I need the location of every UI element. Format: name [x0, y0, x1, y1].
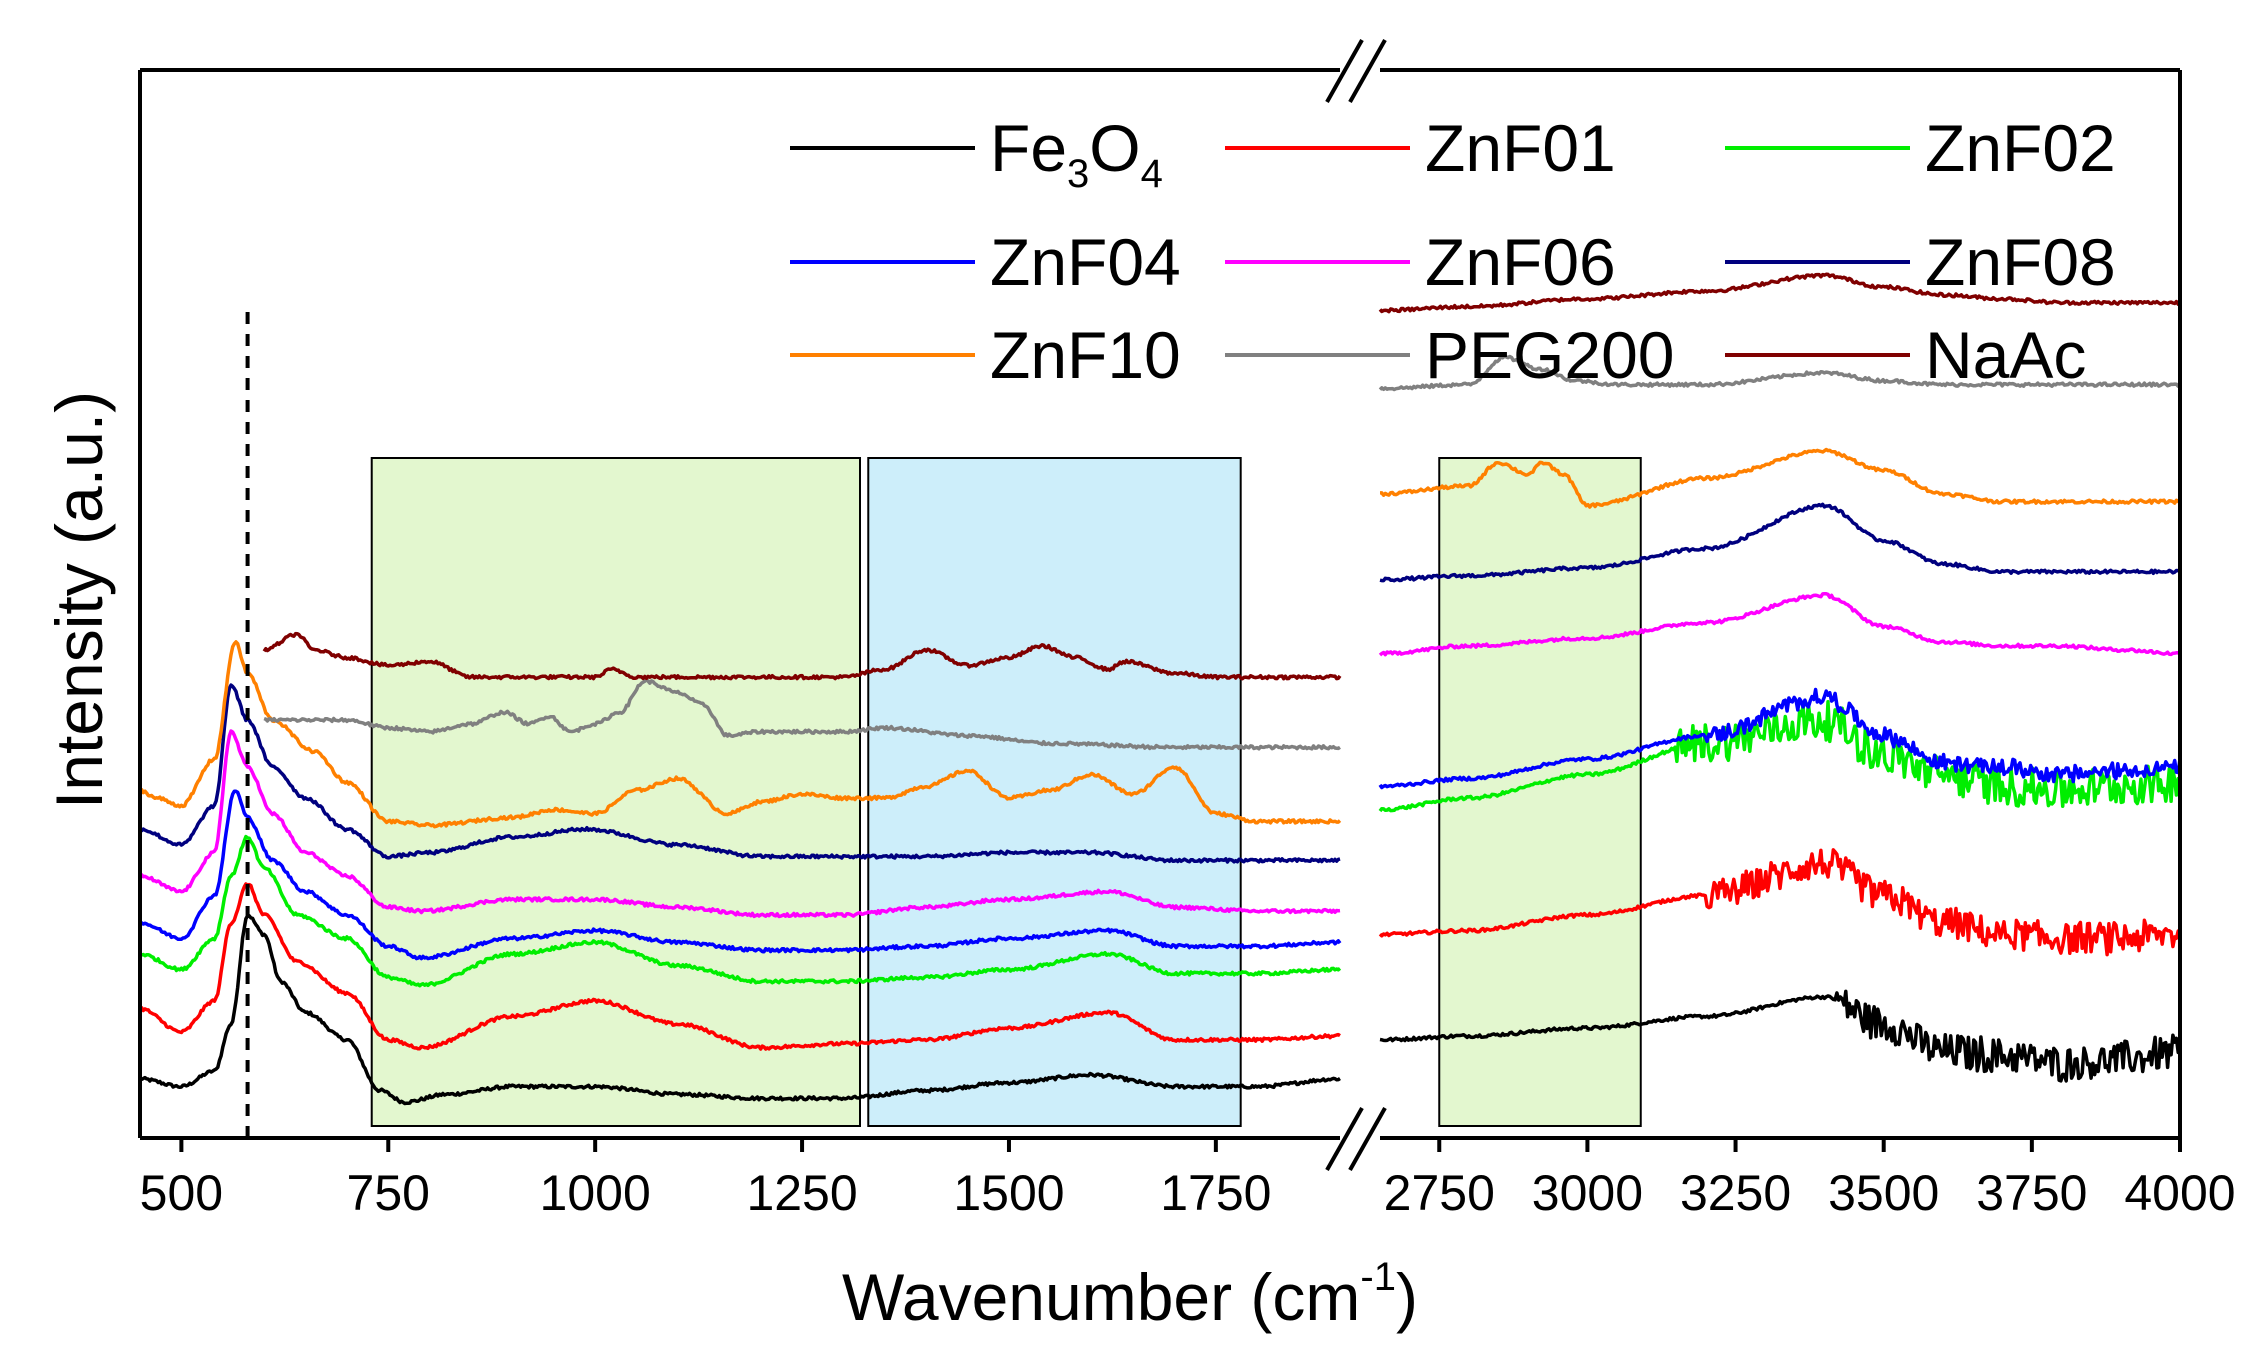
x-right-tick-label-2750: 2750	[1384, 1165, 1495, 1221]
x-left-tick-label-750: 750	[347, 1165, 430, 1221]
x-axis-title-close: )	[1396, 1260, 1418, 1334]
legend-entry-8-label: PEG200	[1425, 318, 1675, 392]
legend-entry-5-label: ZnF06	[1425, 225, 1616, 299]
x-left-tick-label-500: 500	[140, 1165, 223, 1221]
series-znf10-line-left	[138, 640, 1342, 829]
series-znf10-line-right	[1380, 447, 2182, 509]
series-peg200-line-right	[1378, 354, 2182, 392]
legend-entry-1-label: Fe3O4	[990, 111, 1163, 196]
break-top-1	[1325, 39, 1364, 103]
x-right-tick-label-4000: 4000	[2124, 1165, 2235, 1221]
x-left-tick-label-1000: 1000	[540, 1165, 651, 1221]
x-right-tick-label-3750: 3750	[1976, 1165, 2087, 1221]
x-ticks: 500 750 1000 1250 1500 1750 2750 3000 3250 3500 37…	[140, 1138, 2236, 1221]
legend: Fe3O4 ZnF01 ZnF02 ZnF04 ZnF06 ZnF08 ZnF10 PEG20…	[790, 111, 2116, 392]
legend-entry-2-label: ZnF01	[1425, 111, 1616, 185]
y-axis-title: Intensity (a.u.)	[42, 391, 116, 809]
highlight-region-1	[370, 457, 861, 1127]
x-axis-title: Wavenumber (cm-1)	[842, 1255, 1418, 1334]
legend-entry-9-label: NaAc	[1925, 318, 2086, 392]
series-znf08-line-right	[1379, 502, 2181, 583]
legend-entry-7-label: ZnF10	[990, 318, 1181, 392]
x-right-tick-label-3000: 3000	[1532, 1165, 1643, 1221]
series-peg200-line-left	[263, 678, 1341, 751]
plot-frame	[138, 68, 2182, 1140]
series-fe3o4-line-right	[1379, 989, 2182, 1083]
series-naac-line-left	[262, 631, 1342, 681]
x-left-tick-label-1500: 1500	[953, 1165, 1064, 1221]
x-right-tick-label-3500: 3500	[1828, 1165, 1939, 1221]
series-znf06-line-right	[1378, 592, 2182, 657]
axis-break-marks	[1325, 39, 1387, 1171]
series-right-panel	[1378, 272, 2182, 1083]
series-left-panel	[138, 631, 1342, 1106]
series-znf02-line-right	[1378, 700, 2182, 813]
series-naac-line-right	[1378, 272, 2182, 314]
legend-entry-3-label: ZnF02	[1925, 111, 2116, 185]
series-znf04-line-right	[1378, 687, 2182, 790]
x-axis-title-main: Wavenumber (cm	[842, 1260, 1360, 1334]
series-znf06-line-left	[139, 729, 1341, 919]
highlight-regions	[370, 457, 1642, 1127]
x-left-tick-label-1250: 1250	[746, 1165, 857, 1221]
x-right-tick-label-3250: 3250	[1680, 1165, 1791, 1221]
break-bottom-1	[1325, 1107, 1364, 1171]
x-left-tick-label-1750: 1750	[1160, 1165, 1271, 1221]
series-znf01-line-left	[138, 882, 1341, 1051]
series-fe3o4-line-left	[139, 913, 1341, 1106]
series-znf01-line-right	[1378, 848, 2182, 957]
series-znf02-line-left	[139, 834, 1342, 988]
break-bottom-2	[1348, 1107, 1387, 1171]
series-znf08-line-left	[139, 683, 1341, 864]
x-axis-title-sup: -1	[1360, 1255, 1396, 1299]
series-znf04-line-left	[138, 789, 1342, 961]
legend-entry-6-label: ZnF08	[1925, 225, 2116, 299]
legend-entry-4-label: ZnF04	[990, 225, 1181, 299]
break-top-2	[1348, 39, 1387, 103]
